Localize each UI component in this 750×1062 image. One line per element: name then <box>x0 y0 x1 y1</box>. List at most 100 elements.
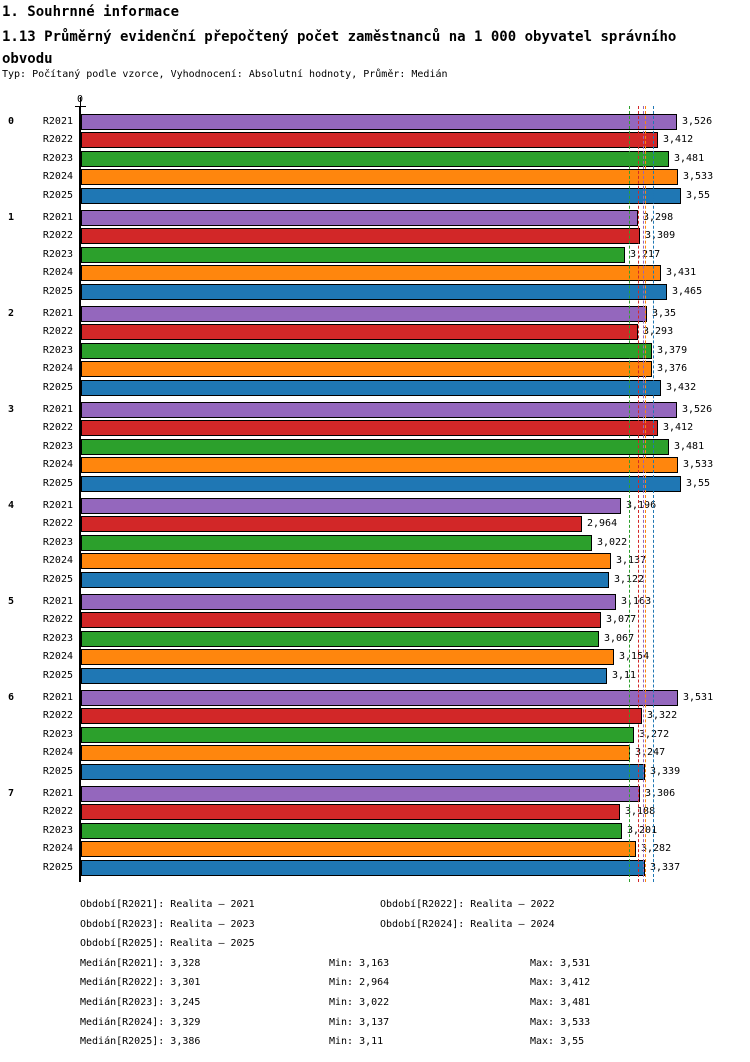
chart-type-line: Typ: Počítaný podle vzorce, Vyhodnocení:… <box>2 69 448 80</box>
legend-min-label: Min: 2,964 <box>329 977 390 989</box>
bar <box>81 689 678 706</box>
bar-value-label: 3,077 <box>606 614 637 625</box>
bar-value-label: 3,533 <box>683 459 714 470</box>
legend-period-label: Období[R2024]: Realita – 2024 <box>380 918 555 930</box>
bar <box>81 859 645 876</box>
bar <box>81 169 678 185</box>
bar <box>81 246 625 263</box>
legend-period-label: Období[R2021]: Realita – 2021 <box>80 899 255 910</box>
chart-title: 1.13 Průměrný evidenční přepočtený počet… <box>2 29 677 67</box>
series-label: R2024 <box>42 267 73 278</box>
bar <box>81 649 614 665</box>
bar-value-label: 3,337 <box>650 861 681 873</box>
median-line <box>653 106 654 882</box>
bar <box>81 822 622 839</box>
category-label: 0 <box>8 115 15 127</box>
bar <box>81 630 599 647</box>
value-axis-tick <box>80 97 81 106</box>
series-label: R2022 <box>42 326 73 337</box>
series-label: R2021 <box>42 115 73 127</box>
median-line <box>643 106 644 882</box>
bar-value-label: 3,154 <box>619 651 650 662</box>
series-label: R2023 <box>42 728 73 740</box>
bar <box>81 593 616 610</box>
bar-value-label: 3,067 <box>604 632 635 644</box>
legend-max-label: Max: 3,412 <box>530 977 591 989</box>
legend-period-label: Období[R2023]: Realita – 2023 <box>80 918 255 930</box>
bar <box>81 305 647 322</box>
series-label: R2022 <box>42 518 73 529</box>
series-label: R2025 <box>42 765 73 777</box>
bar-value-label: 2,964 <box>587 518 618 529</box>
category-label: 3 <box>8 403 15 415</box>
category-label: 4 <box>8 499 15 511</box>
bar-value-label: 3,298 <box>643 211 674 223</box>
series-label: R2021 <box>42 499 73 511</box>
category-axis-line <box>79 106 81 882</box>
bar-value-label: 3,022 <box>597 536 628 548</box>
bar-value-label: 3,247 <box>635 747 666 758</box>
bar <box>81 342 652 359</box>
bar <box>81 571 609 588</box>
series-label: R2021 <box>42 787 73 799</box>
bar-value-label: 3,432 <box>666 381 697 393</box>
legend-min-label: Min: 3,11 <box>329 1036 384 1048</box>
bar <box>81 785 640 802</box>
bar-value-label: 3,465 <box>672 285 703 297</box>
bar <box>81 667 607 684</box>
legend-max-label: Max: 3,481 <box>530 997 591 1008</box>
bar <box>81 841 636 857</box>
bar-value-label: 3,282 <box>641 843 672 854</box>
bar-value-label: 3,339 <box>650 765 681 777</box>
bar <box>81 457 678 473</box>
bar <box>81 497 621 514</box>
category-label: 2 <box>8 307 15 319</box>
bar-value-label: 3,322 <box>647 710 678 721</box>
series-label: R2024 <box>42 651 73 662</box>
bar <box>81 708 642 724</box>
bar-value-label: 3,481 <box>674 152 705 164</box>
series-label: R2025 <box>42 381 73 393</box>
bar <box>81 726 634 743</box>
series-label: R2023 <box>42 824 73 836</box>
median-line <box>645 106 646 882</box>
bar <box>81 401 677 418</box>
series-label: R2022 <box>42 422 73 433</box>
series-label: R2024 <box>42 747 73 758</box>
legend-median-label: Medián[R2023]: 3,245 <box>80 997 201 1008</box>
legend-max-label: Max: 3,531 <box>530 957 591 969</box>
series-label: R2025 <box>42 477 73 489</box>
bar <box>81 553 611 569</box>
series-label: R2022 <box>42 806 73 817</box>
bar <box>81 187 681 204</box>
legend-max-label: Max: 3,533 <box>530 1016 591 1028</box>
bar <box>81 324 638 340</box>
bar-value-label: 3,309 <box>645 230 676 241</box>
bar-value-label: 3,306 <box>645 787 676 799</box>
bar <box>81 150 669 167</box>
bar-value-label: 3,293 <box>643 326 674 337</box>
category-label: 1 <box>8 211 15 223</box>
bar <box>81 438 669 455</box>
series-label: R2022 <box>42 134 73 145</box>
bar <box>81 379 661 396</box>
bar-value-label: 3,533 <box>683 171 714 182</box>
bar <box>81 534 592 551</box>
bar-value-label: 3,379 <box>657 344 688 356</box>
series-label: R2023 <box>42 440 73 452</box>
bar-value-label: 3,526 <box>682 403 713 415</box>
series-label: R2025 <box>42 861 73 873</box>
series-label: R2021 <box>42 403 73 415</box>
bar-value-label: 3,526 <box>682 115 713 127</box>
series-label: R2024 <box>42 555 73 566</box>
series-label: R2024 <box>42 843 73 854</box>
series-label: R2022 <box>42 230 73 241</box>
bar-value-label: 3,35 <box>652 307 677 319</box>
series-label: R2025 <box>42 669 73 681</box>
series-label: R2021 <box>42 307 73 319</box>
bar <box>81 113 677 130</box>
median-line <box>638 106 639 882</box>
bar <box>81 228 640 244</box>
series-label: R2021 <box>42 691 73 703</box>
bar <box>81 132 658 148</box>
